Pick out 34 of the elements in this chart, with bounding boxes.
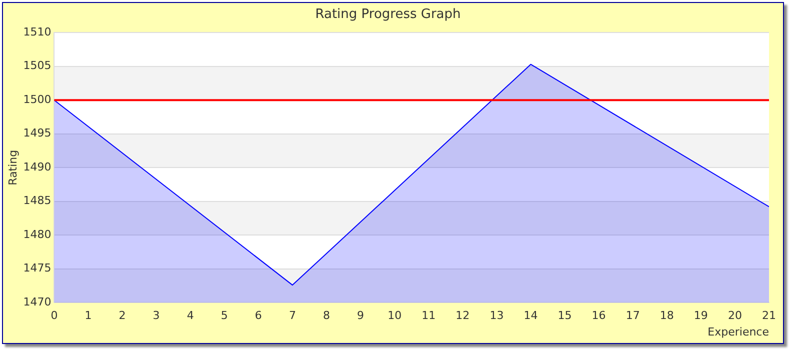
x-tick-label: 5 <box>220 309 228 322</box>
x-tick-label: 12 <box>456 309 470 322</box>
x-tick-label: 3 <box>152 309 160 322</box>
x-tick-label: 11 <box>422 309 436 322</box>
y-tick-label: 1500 <box>23 92 52 106</box>
x-tick-label: 21 <box>762 309 776 322</box>
y-tick-label: 1485 <box>23 194 52 208</box>
chart-title: Rating Progress Graph <box>315 7 461 22</box>
y-tick-label: 1470 <box>23 295 52 308</box>
x-tick-label: 0 <box>50 309 58 322</box>
x-tick-label: 13 <box>490 309 504 322</box>
x-tick-label: 19 <box>694 309 708 322</box>
y-axis-title: Rating <box>6 150 20 186</box>
y-tick-label: 1495 <box>23 126 52 140</box>
x-tick-label: 8 <box>323 309 330 322</box>
x-axis-title: Experience <box>708 325 770 338</box>
x-tick-label: 6 <box>254 309 262 322</box>
x-tick-label: 2 <box>118 309 126 322</box>
x-tick-label: 15 <box>558 309 572 322</box>
y-tick-label: 1505 <box>23 59 52 72</box>
x-tick-label: 16 <box>592 309 606 322</box>
x-tick-label: 9 <box>357 309 364 322</box>
x-tick-label: 20 <box>728 309 742 322</box>
y-tick-label: 1490 <box>23 160 52 174</box>
x-tick-label: 1 <box>84 309 92 322</box>
x-tick-label: 14 <box>524 309 538 322</box>
y-tick-label: 1480 <box>23 228 52 241</box>
x-tick-label: 18 <box>660 309 674 322</box>
x-tick-label: 17 <box>626 309 640 322</box>
x-tick-label: 7 <box>288 309 296 322</box>
x-tick-label: 10 <box>388 309 402 322</box>
x-tick-label: 4 <box>186 309 194 322</box>
y-tick-label: 1475 <box>23 262 52 275</box>
y-tick-label: 1510 <box>23 25 52 38</box>
